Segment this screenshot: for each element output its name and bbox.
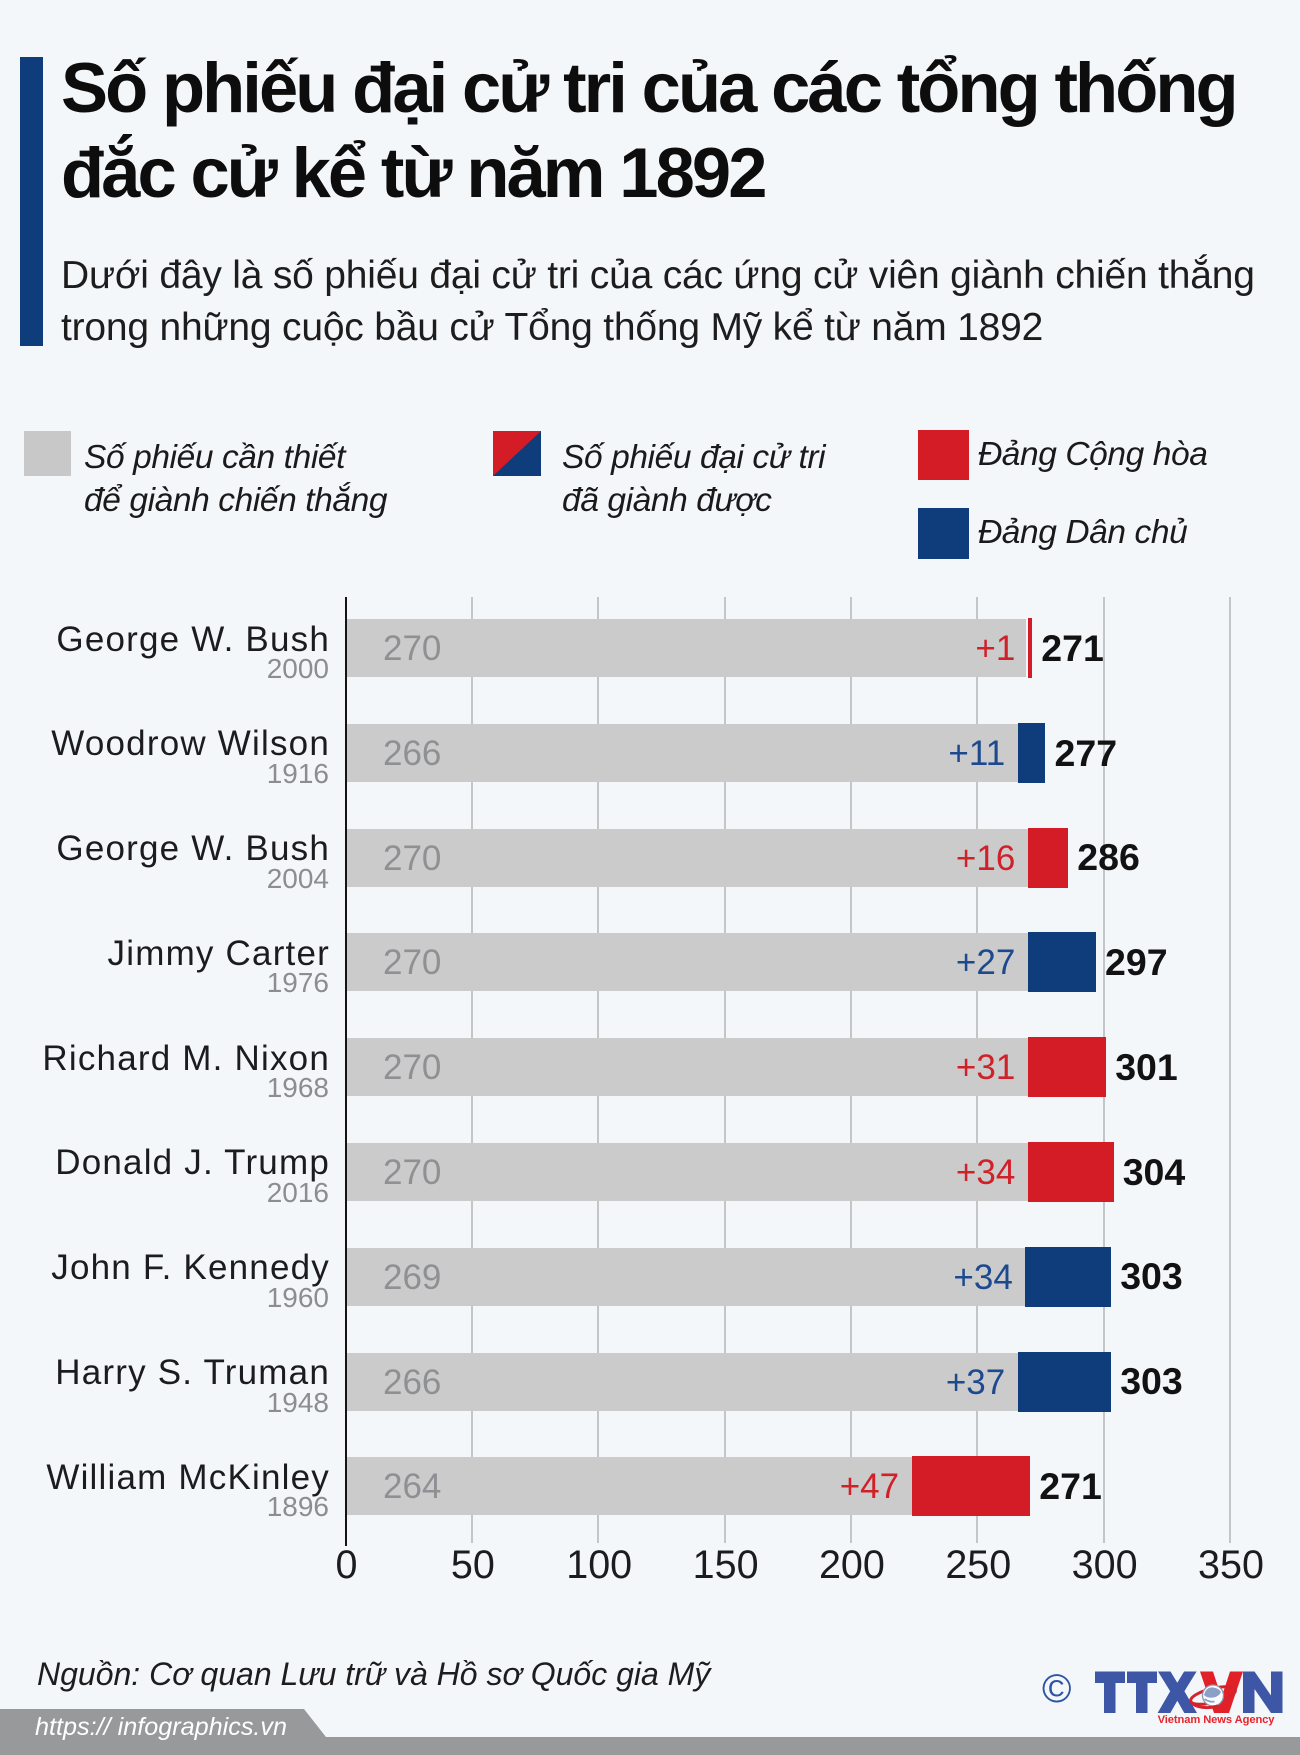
svg-text:Vietnam News Agency: Vietnam News Agency [1158,1714,1276,1726]
svg-text:©: © [1042,1667,1071,1711]
svg-text:https:// infographics.vn: https:// infographics.vn [35,1713,287,1741]
